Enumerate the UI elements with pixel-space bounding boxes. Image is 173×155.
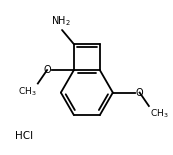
Text: CH$_3$: CH$_3$ <box>18 85 37 98</box>
Text: O: O <box>135 88 143 98</box>
Text: HCl: HCl <box>15 131 33 141</box>
Text: O: O <box>44 65 51 75</box>
Text: NH$_2$: NH$_2$ <box>51 14 71 28</box>
Text: CH$_3$: CH$_3$ <box>150 108 168 120</box>
